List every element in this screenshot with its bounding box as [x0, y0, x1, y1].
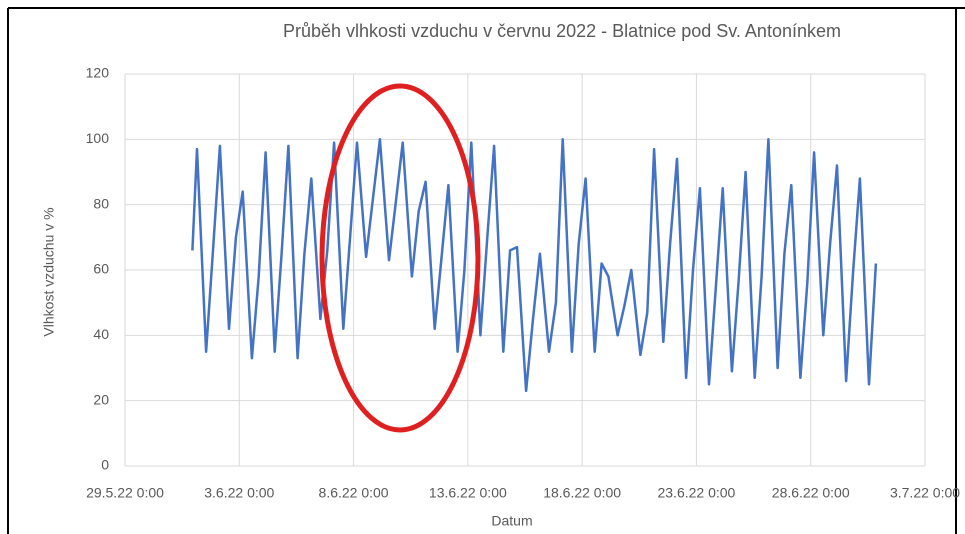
x-tick-label: 3.7.22 0:00	[890, 485, 960, 501]
x-tick-label: 8.6.22 0:00	[319, 485, 389, 501]
x-tick-label: 18.6.22 0:00	[543, 485, 621, 501]
y-tick-label: 60	[93, 261, 109, 277]
x-tick-label: 28.6.22 0:00	[772, 485, 850, 501]
x-tick-label: 29.5.22 0:00	[86, 485, 164, 501]
y-tick-label: 40	[93, 326, 109, 342]
x-tick-label: 3.6.22 0:00	[204, 485, 274, 501]
y-tick-label: 20	[93, 391, 109, 407]
y-tick-label: 0	[101, 457, 109, 473]
chart-title: Průběh vlhkosti vzduchu v červnu 2022 - …	[283, 21, 841, 41]
x-tick-label: 13.6.22 0:00	[429, 485, 507, 501]
y-tick-label: 100	[86, 130, 110, 146]
x-axis-label: Datum	[491, 513, 532, 529]
y-tick-label: 80	[93, 195, 109, 211]
y-tick-label: 120	[86, 65, 110, 81]
highlight-ellipse	[319, 83, 481, 433]
y-axis-label: Vlhkost vzduchu v %	[41, 207, 57, 336]
data-line	[191, 138, 878, 393]
plot-area: 0 20 40 60 80 100 120 29.5.22 0:00 3.6.22 0:00 8.…	[86, 65, 961, 501]
x-tick-label: 23.6.22 0:00	[657, 485, 735, 501]
